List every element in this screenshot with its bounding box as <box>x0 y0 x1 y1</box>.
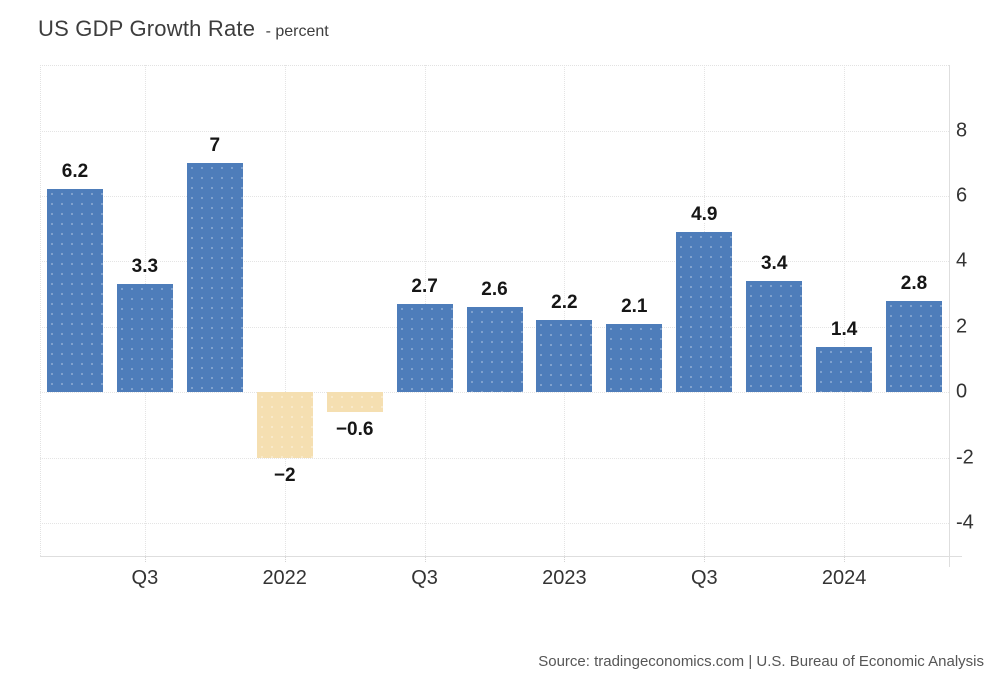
plot-area: 6.2 3.3 7 −2 −0.6 2.7 2.6 2.2 2.1 4.9 3.4 1.4 2.8 <box>40 65 949 556</box>
bar-value-label: 1.4 <box>830 318 858 340</box>
gridline-horizontal <box>40 523 949 525</box>
y-axis-tick-label: 4 <box>956 249 968 272</box>
gridline-horizontal <box>40 457 949 459</box>
y-axis-tick-label: -4 <box>956 511 974 534</box>
x-axis-tick-mark <box>704 557 706 562</box>
bar <box>886 300 942 393</box>
plot-border-left <box>40 65 41 556</box>
x-axis-tick-label: 2024 <box>821 567 867 589</box>
bar-value-label: 4.9 <box>691 203 718 225</box>
chart-title: US GDP Growth Rate <box>38 16 256 41</box>
bar-value-label: 6.2 <box>61 161 89 183</box>
bar <box>606 323 663 393</box>
x-axis-line <box>40 556 962 557</box>
bar <box>676 231 733 393</box>
gridline-horizontal <box>40 261 949 263</box>
x-axis-tick-mark <box>424 557 426 562</box>
bar <box>536 320 593 393</box>
bar-value-label: −2 <box>273 464 296 486</box>
chart-header: US GDP Growth Rate - percent <box>38 16 329 42</box>
x-axis-tick-label: Q3 <box>411 567 438 589</box>
gridline-vertical <box>284 65 286 556</box>
bar-value-label: 2.1 <box>621 295 648 317</box>
x-axis-tick-mark <box>844 557 846 562</box>
bar-value-label: 7 <box>209 135 221 157</box>
bar <box>326 392 383 412</box>
bar-value-label: 3.3 <box>131 256 159 278</box>
x-axis-tick-mark <box>144 557 146 562</box>
x-axis-tick-label: 2022 <box>262 567 307 589</box>
bar-value-label: 2.8 <box>900 272 928 294</box>
bar <box>256 392 313 458</box>
y-axis-tick-label: 0 <box>956 380 968 403</box>
y-axis-tick-label: 2 <box>956 315 968 338</box>
source-text: Source: tradingeconomics.com | U.S. Bure… <box>538 653 984 670</box>
bar-value-label: 2.2 <box>551 292 578 314</box>
bar <box>396 304 453 393</box>
gridline-horizontal <box>40 392 949 394</box>
x-axis-tick-mark <box>564 557 566 562</box>
plot-border-top <box>40 65 949 66</box>
bar <box>746 281 803 393</box>
bar <box>186 163 243 393</box>
x-axis-tick-label: Q3 <box>131 567 159 589</box>
bar <box>466 307 523 393</box>
x-axis-tick-label: 2023 <box>542 567 587 589</box>
x-axis-tick-label: Q3 <box>690 567 718 589</box>
gridline-vertical <box>564 65 566 556</box>
y-axis-tick-label: -2 <box>956 446 974 469</box>
y-axis-tick-label: 6 <box>956 184 968 207</box>
bar <box>47 189 103 393</box>
bar <box>116 284 173 393</box>
bar-value-label: 2.7 <box>411 276 438 297</box>
chart-subtitle: - percent <box>265 23 329 40</box>
bar-value-label: 3.4 <box>760 253 788 274</box>
y-axis-tick-label: 8 <box>956 119 968 141</box>
x-axis-tick-mark <box>284 557 286 562</box>
y-axis-line <box>949 65 950 567</box>
gridline-horizontal <box>40 130 949 132</box>
bar <box>816 346 873 393</box>
bar-value-label: −0.6 <box>335 419 374 440</box>
gridline-horizontal <box>40 195 949 197</box>
bar-value-label: 2.6 <box>481 279 508 301</box>
gridline-vertical <box>844 65 846 556</box>
